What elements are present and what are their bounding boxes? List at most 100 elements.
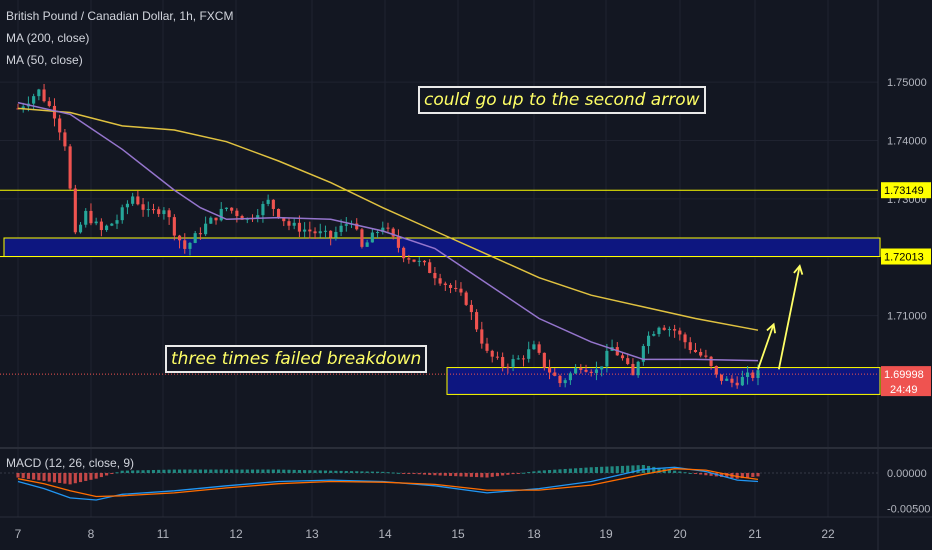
candle-body	[511, 359, 515, 367]
candle-body	[428, 262, 432, 273]
level-badge-label: 1.72013	[884, 252, 924, 264]
candle-body	[52, 105, 57, 119]
ma50-line	[17, 101, 759, 362]
macd-histogram-bar	[32, 472, 36, 480]
candle-body	[735, 382, 739, 386]
macd-histogram-bar	[256, 469, 260, 473]
candle-body	[407, 258, 411, 260]
level-badge-label: 1.73149	[884, 185, 924, 197]
candle-body	[719, 374, 724, 381]
candle-body	[485, 343, 489, 351]
macd-tick-label: -0.00500	[887, 504, 930, 516]
time-tick-label: 20	[673, 527, 687, 541]
macd-histogram-bar	[162, 469, 166, 473]
candle-body	[433, 272, 437, 279]
ma200-line	[17, 107, 759, 331]
candle-body	[177, 235, 182, 241]
time-tick-label: 19	[599, 527, 613, 541]
macd-histogram-bar	[26, 472, 30, 479]
macd-histogram-bar	[21, 472, 25, 479]
macd-histogram-bar	[636, 465, 640, 473]
candle-body	[214, 217, 218, 221]
candle-body	[219, 208, 223, 221]
macd-histogram-bar	[204, 469, 208, 473]
macd-histogram-bar	[626, 465, 630, 473]
candle-body	[475, 312, 479, 330]
macd-histogram-bar	[370, 471, 374, 473]
macd-histogram-bar	[396, 472, 400, 474]
candle-body	[740, 376, 744, 386]
macd-histogram-bar	[402, 472, 406, 474]
candle-body	[204, 223, 208, 235]
time-tick-label: 8	[88, 527, 95, 541]
candle-body	[678, 330, 682, 335]
bar-countdown-label: 24:49	[890, 384, 918, 396]
candle-body	[261, 203, 265, 216]
candle-body	[282, 217, 286, 222]
macd-histogram-bar	[579, 467, 583, 473]
macd-histogram-bar	[334, 470, 338, 473]
macd-tick-label: 0.00000	[887, 468, 927, 480]
candle-body	[167, 210, 171, 218]
candle-body	[574, 368, 578, 374]
macd-histogram-bar	[365, 471, 369, 473]
candle-body	[339, 225, 343, 232]
candle-body	[501, 357, 505, 367]
macd-histogram-bar	[756, 472, 760, 477]
macd-histogram-bar	[125, 470, 129, 473]
macd-histogram-bar	[151, 470, 156, 473]
macd-histogram-bar	[709, 472, 713, 476]
macd-histogram-bar	[78, 472, 83, 483]
macd-histogram-bar	[318, 470, 322, 473]
macd-histogram-bar	[230, 469, 234, 473]
macd-histogram-bar	[177, 469, 182, 473]
macd-histogram-bar	[501, 472, 505, 476]
macd-histogram-bar	[167, 469, 171, 473]
chart-title: British Pound / Canadian Dollar, 1h, FXC…	[6, 9, 234, 23]
candle-body	[657, 327, 661, 335]
time-tick-label: 22	[821, 527, 835, 541]
candle-body	[448, 284, 453, 288]
macd-histogram-bar	[704, 472, 708, 476]
macd-histogram-bar	[172, 469, 176, 473]
macd-histogram-bar	[631, 465, 635, 473]
macd-histogram-bar	[537, 470, 541, 473]
time-tick-label: 11	[157, 527, 170, 541]
bottom-annotation[interactable]: three times failed breakdown	[165, 345, 428, 373]
candle-body	[73, 188, 77, 233]
macd-histogram-bar	[746, 472, 750, 478]
price-tick-label: 1.71000	[887, 311, 927, 323]
top-annotation[interactable]: could go up to the second arrow	[418, 86, 706, 114]
candle-body	[157, 209, 161, 215]
macd-histogram-bar	[740, 472, 744, 479]
macd-histogram-bar	[68, 472, 72, 485]
candle-body	[172, 217, 176, 236]
candle-body	[266, 199, 270, 204]
macd-histogram-bar	[344, 471, 348, 473]
candle-body	[589, 371, 593, 373]
candle-body	[558, 375, 562, 384]
macd-histogram-bar	[141, 470, 145, 473]
projection-arrow	[777, 265, 801, 370]
macd-histogram-bar	[693, 472, 698, 474]
macd-histogram-bar	[443, 472, 447, 476]
candle-body	[94, 221, 98, 224]
ma200-legend: MA (200, close)	[6, 31, 90, 45]
macd-histogram-bar	[37, 472, 41, 481]
macd-histogram-bar	[735, 472, 739, 479]
macd-histogram-bar	[209, 469, 213, 473]
candle-body	[495, 356, 499, 358]
candle-body	[271, 199, 275, 209]
macd-histogram-bar	[89, 472, 93, 480]
candle-body	[37, 89, 41, 97]
macd-histogram-bar	[42, 472, 46, 481]
candle-body	[334, 231, 338, 238]
candle-body	[47, 101, 51, 106]
macd-histogram-bar	[282, 469, 286, 473]
candle-body	[355, 223, 359, 230]
macd-histogram-bar	[188, 469, 192, 473]
candle-body	[402, 247, 406, 259]
candle-body	[547, 367, 552, 373]
macd-histogram-bar	[131, 470, 135, 473]
